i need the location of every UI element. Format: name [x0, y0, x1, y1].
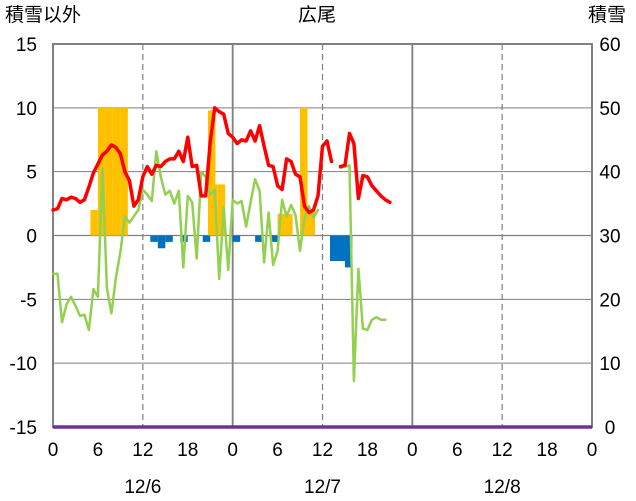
left-tick-label: 0 [26, 227, 37, 248]
x-tick-label: 0 [227, 440, 238, 461]
right-tick-label: 10 [599, 354, 620, 375]
right-tick-label: 30 [599, 227, 620, 248]
precip-bar [277, 213, 286, 236]
right-tick-label: 20 [599, 290, 620, 311]
negative-bar [150, 235, 158, 242]
right-tick-label: 60 [599, 35, 620, 56]
negative-bar [337, 235, 345, 262]
precip-bar [217, 184, 226, 236]
negative-bar [329, 235, 338, 262]
precip-bar [285, 213, 293, 236]
x-tick-label: 6 [272, 440, 283, 461]
right-axis-label: 積雪 [588, 5, 627, 26]
left-tick-label: -5 [20, 290, 37, 311]
x-tick-label: 0 [587, 440, 598, 461]
snow-depth-line [51, 149, 387, 383]
x-tick-label: 18 [177, 440, 198, 461]
x-tick-label: 6 [452, 440, 463, 461]
x-tick-label: 6 [93, 440, 104, 461]
right-tick-label: 50 [599, 99, 620, 120]
x-tick-label: 12 [312, 440, 333, 461]
precip-bar [307, 209, 316, 236]
x-tick-label: 12 [492, 440, 513, 461]
precip-bar [112, 107, 121, 236]
negative-bar [270, 235, 278, 242]
x-tick-label: 12 [132, 440, 153, 461]
negative-bar [344, 235, 353, 268]
left-tick-label: 5 [26, 163, 37, 184]
precip-bar [300, 107, 308, 236]
left-tick-label: 10 [16, 99, 37, 120]
x-tick-label: 18 [357, 440, 378, 461]
x-tick-label: 0 [48, 440, 59, 461]
precip-bar [90, 209, 98, 236]
x-tick-label: 0 [407, 440, 418, 461]
day-label: 12/6 [124, 477, 161, 498]
right-tick-label: 40 [599, 163, 620, 184]
x-tick-label: 18 [537, 440, 558, 461]
day-label: 12/8 [484, 477, 521, 498]
negative-bar [157, 235, 166, 249]
left-axis-label: 積雪以外 [5, 5, 82, 26]
negative-bar [202, 235, 211, 242]
day-label: 12/7 [304, 477, 341, 498]
temperature-line [51, 106, 392, 215]
chart-title: 広尾 [298, 5, 337, 26]
left-tick-label: -15 [10, 418, 37, 439]
precip-bar [105, 107, 113, 236]
left-tick-label: -10 [10, 354, 37, 375]
negative-bar [255, 235, 263, 242]
precip-bar [207, 110, 216, 236]
left-tick-label: 15 [16, 35, 37, 56]
negative-bar [165, 235, 173, 242]
right-tick-label: 0 [605, 418, 616, 439]
negative-bar [232, 235, 241, 242]
